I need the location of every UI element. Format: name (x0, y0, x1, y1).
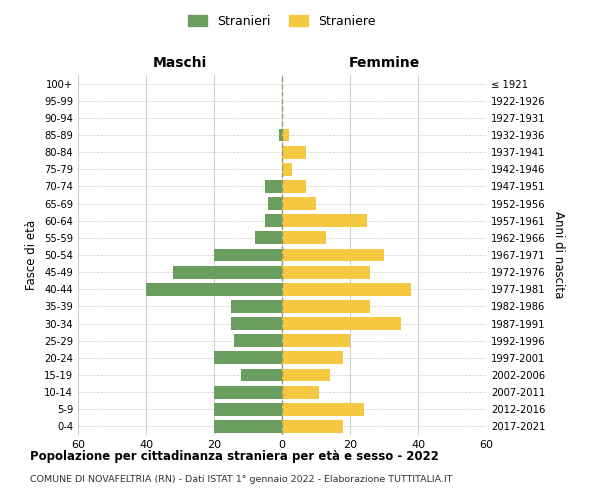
Y-axis label: Anni di nascita: Anni di nascita (552, 212, 565, 298)
Bar (282, 128, 289, 141)
Bar (282, 386, 319, 398)
Bar (282, 283, 411, 296)
Bar (278, 128, 282, 141)
Text: Popolazione per cittadinanza straniera per età e sesso - 2022: Popolazione per cittadinanza straniera p… (30, 450, 439, 463)
Bar (231, 317, 282, 330)
Bar (282, 352, 343, 364)
Bar (214, 403, 282, 415)
Bar (214, 420, 282, 433)
Bar (282, 214, 367, 227)
Bar (282, 266, 370, 278)
Bar (146, 283, 282, 296)
Bar (282, 300, 370, 313)
Bar (265, 180, 282, 193)
Bar (282, 146, 306, 158)
Bar (173, 266, 282, 278)
Bar (231, 300, 282, 313)
Bar (265, 214, 282, 227)
Bar (282, 232, 326, 244)
Bar (282, 248, 384, 262)
Legend: Stranieri, Straniere: Stranieri, Straniere (185, 11, 379, 32)
Bar (282, 403, 364, 415)
Bar (282, 420, 343, 433)
Bar (282, 180, 306, 193)
Text: Femmine: Femmine (349, 56, 419, 70)
Bar (214, 352, 282, 364)
Bar (282, 163, 292, 175)
Bar (268, 197, 282, 210)
Bar (241, 368, 282, 382)
Bar (235, 334, 282, 347)
Bar (214, 386, 282, 398)
Bar (255, 232, 282, 244)
Text: COMUNE DI NOVAFELTRIA (RN) - Dati ISTAT 1° gennaio 2022 - Elaborazione TUTTITALI: COMUNE DI NOVAFELTRIA (RN) - Dati ISTAT … (30, 475, 452, 484)
Y-axis label: Fasce di età: Fasce di età (25, 220, 38, 290)
Bar (282, 317, 401, 330)
Bar (282, 197, 316, 210)
Bar (282, 334, 350, 347)
Bar (214, 248, 282, 262)
Text: Maschi: Maschi (153, 56, 207, 70)
Bar (282, 368, 329, 382)
